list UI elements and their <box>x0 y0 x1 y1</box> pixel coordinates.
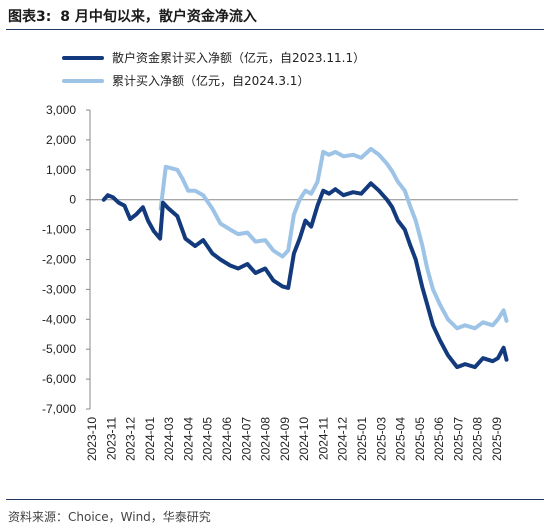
y-tick-label: -7,000 <box>42 402 76 416</box>
x-tick-label: 2024-07 <box>239 417 253 461</box>
bottom-rule <box>6 499 544 500</box>
x-tick-label: 2025-07 <box>451 417 465 461</box>
x-tick-label: 2025-05 <box>413 417 427 461</box>
legend-swatch-series-1 <box>62 55 104 60</box>
x-tick-label: 2025-09 <box>490 417 504 461</box>
legend: 散户资金累计买入净额（亿元，自2023.11.1） 累计买入净额（亿元，自202… <box>62 46 365 92</box>
series-line-2 <box>158 146 509 331</box>
y-tick-label: -6,000 <box>42 372 76 386</box>
figure-title-text: 8 月中旬以来，散户资金净流入 <box>60 9 257 25</box>
y-tick-label: 0 <box>69 193 76 207</box>
series-line-1 <box>101 181 509 370</box>
x-tick-label: 2025-08 <box>471 417 485 461</box>
x-tick-label: 2024-01 <box>143 417 157 461</box>
x-tick-label: 2024-11 <box>316 417 330 460</box>
x-tick-label: 2023-11 <box>104 417 118 460</box>
y-tick-label: 1,000 <box>46 163 76 177</box>
y-tick-label: -5,000 <box>42 342 76 356</box>
y-tick-label: 3,000 <box>46 103 76 117</box>
x-tick-label: 2024-06 <box>220 417 234 461</box>
x-tick-labels: 2023-10 2023-11 2023-12 2024-01 2024-03 2024-… <box>85 417 504 461</box>
figure-label: 图表3: <box>8 9 52 25</box>
x-tick-label: 2025-06 <box>432 417 446 461</box>
chart-area: 3,000 2,000 1,000 0 -1,000 -2,000 -3,000 -4,000… <box>42 103 518 461</box>
figure-title: 图表3: 8 月中旬以来，散户资金净流入 <box>8 6 257 26</box>
y-tick-label: -1,000 <box>42 223 76 237</box>
top-rule <box>6 29 544 30</box>
legend-item-series-1: 散户资金累计买入净额（亿元，自2023.11.1） <box>62 46 365 69</box>
source-note: 资料来源：Choice，Wind，华泰研究 <box>8 510 211 524</box>
y-tick-label: -2,000 <box>42 253 76 267</box>
x-tick-label: 2023-10 <box>85 417 99 461</box>
x-tick-label: 2025-04 <box>394 417 408 461</box>
y-tick-label: -3,000 <box>42 282 76 296</box>
x-tick-label: 2024-03 <box>162 417 176 461</box>
y-tick-labels: 3,000 2,000 1,000 0 -1,000 -2,000 -3,000 -4,000… <box>42 103 76 416</box>
y-tick-label: 2,000 <box>46 133 76 147</box>
x-tick-label: 2025-01 <box>355 417 369 461</box>
series-layer <box>101 146 509 370</box>
y-tick-label: -4,000 <box>42 312 76 326</box>
legend-label-series-2: 累计买入净额（亿元，自2024.3.1） <box>112 74 310 88</box>
x-tick-label: 2025-03 <box>374 417 388 461</box>
x-tick-label: 2024-08 <box>259 417 273 461</box>
legend-swatch-series-2 <box>62 78 104 83</box>
x-tick-label: 2024-09 <box>278 417 292 461</box>
x-tick-label: 2024-04 <box>181 417 195 461</box>
x-tick-label: 2024-12 <box>336 417 350 461</box>
legend-item-series-2: 累计买入净额（亿元，自2024.3.1） <box>62 69 365 92</box>
x-tick-label: 2023-12 <box>124 417 138 461</box>
x-tick-label: 2024-10 <box>297 417 311 461</box>
x-tick-label: 2024-05 <box>201 417 215 461</box>
legend-label-series-1: 散户资金累计买入净额（亿元，自2023.11.1） <box>112 51 366 65</box>
